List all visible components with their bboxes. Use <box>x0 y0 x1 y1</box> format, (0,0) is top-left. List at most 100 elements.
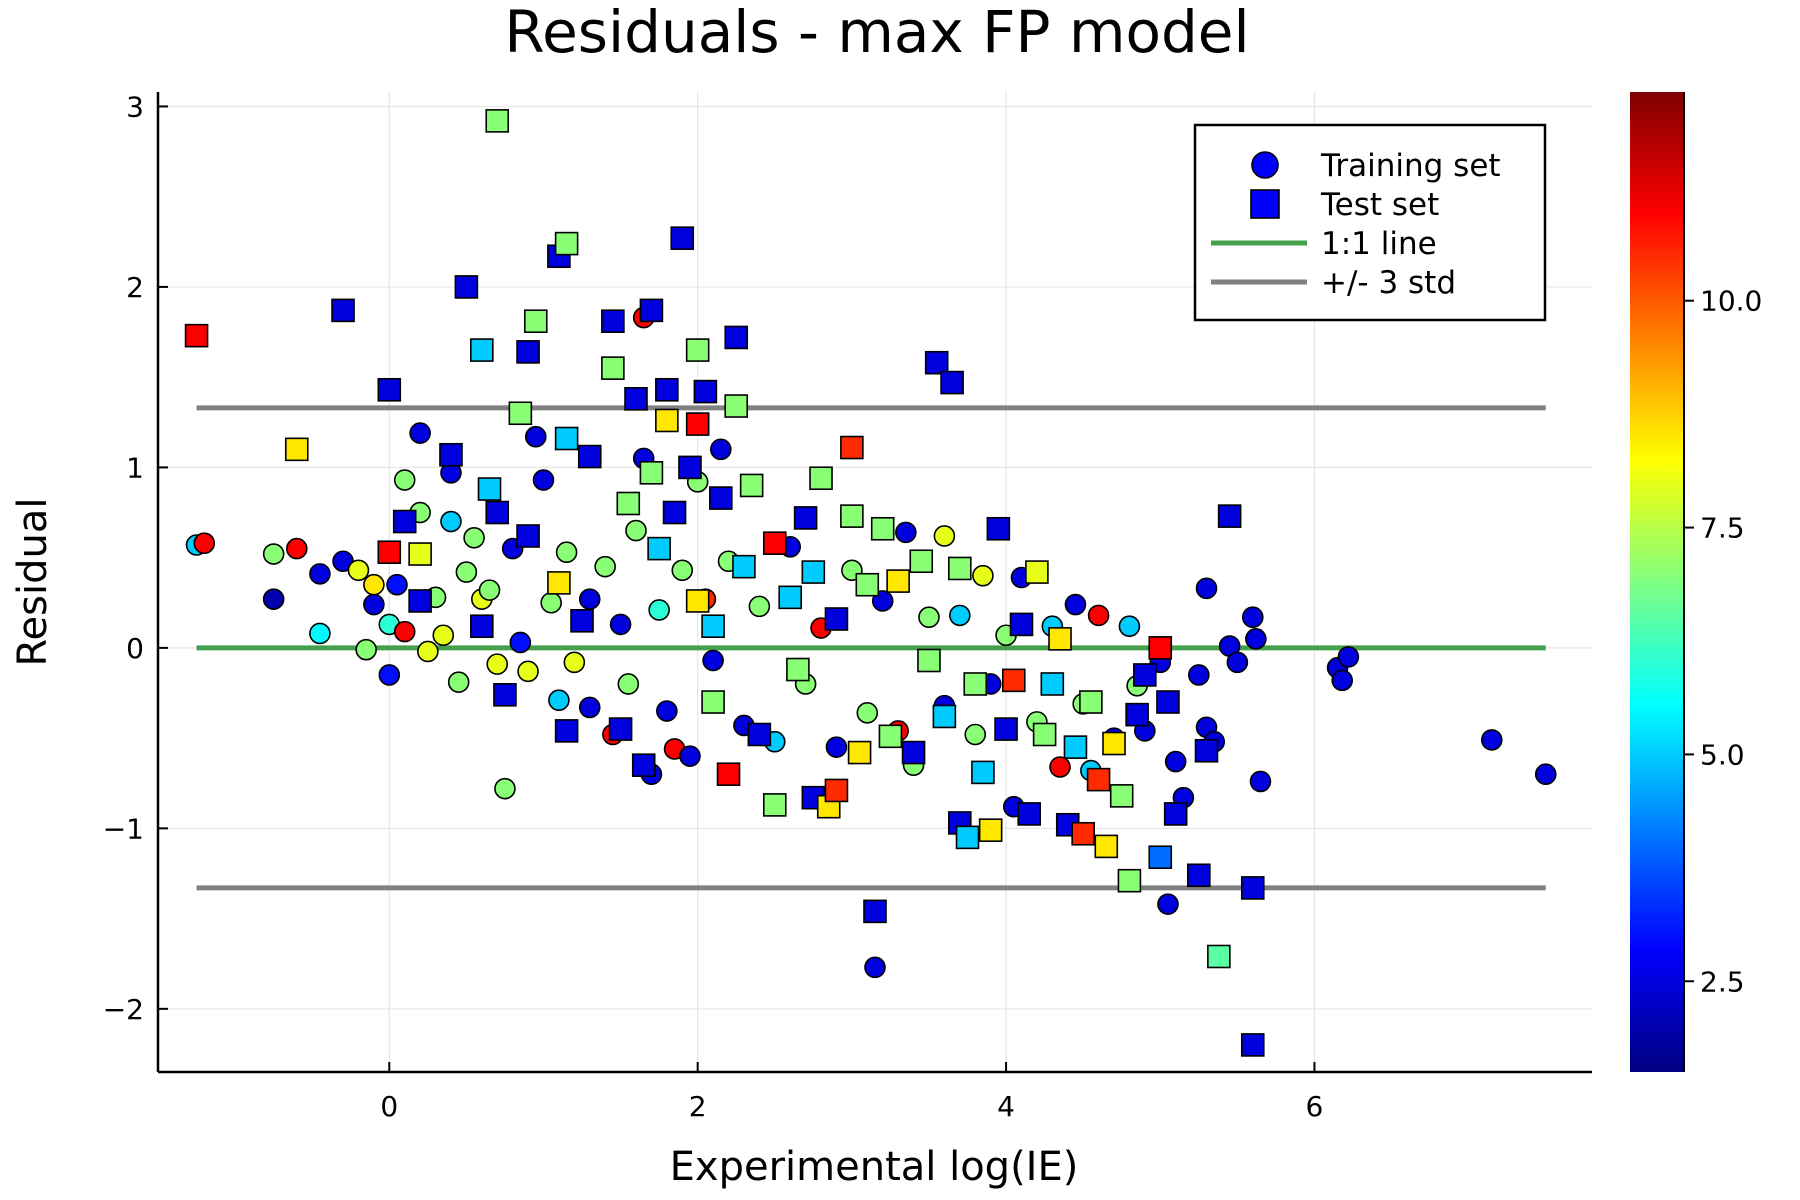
test-point <box>616 491 641 516</box>
training-point <box>918 606 940 628</box>
test-point <box>554 719 579 743</box>
y-tick-label: 2 <box>126 271 144 304</box>
test-point <box>824 607 849 631</box>
test-point <box>724 394 749 418</box>
training-point <box>393 469 416 491</box>
legend-label: Test set <box>1320 187 1439 223</box>
test-point <box>801 560 826 584</box>
colorbar-tick-label: 2.5 <box>1700 965 1745 998</box>
training-point <box>1249 770 1272 793</box>
test-point <box>184 323 209 348</box>
test-point <box>485 500 510 525</box>
test-point <box>786 657 810 682</box>
training-point <box>548 689 570 712</box>
test-point <box>408 542 432 566</box>
test-point <box>1040 672 1065 696</box>
training-point <box>1331 669 1354 692</box>
test-point <box>924 350 949 375</box>
y-tick-label: 0 <box>126 632 144 665</box>
test-point <box>1079 690 1103 714</box>
test-point <box>901 740 926 765</box>
test-point <box>1240 876 1265 900</box>
test-point <box>685 338 710 362</box>
training-point <box>864 956 886 979</box>
test-point <box>1117 868 1142 893</box>
test-point <box>639 298 664 323</box>
test-point <box>477 477 502 501</box>
test-point <box>978 818 1003 842</box>
test-point <box>601 356 625 380</box>
training-point <box>1118 615 1141 638</box>
test-point <box>685 412 710 436</box>
training-point <box>478 579 501 601</box>
training-point <box>594 555 616 578</box>
test-point <box>408 589 432 613</box>
x-tick-label: 2 <box>689 1090 707 1123</box>
test-point <box>747 722 772 747</box>
test-point <box>701 690 725 714</box>
test-point <box>1163 802 1188 826</box>
training-point <box>494 777 516 800</box>
test-point <box>1009 612 1034 637</box>
test-point <box>639 461 664 485</box>
y-tick-label: −1 <box>103 812 144 845</box>
training-point <box>1195 577 1218 600</box>
test-point <box>793 506 818 530</box>
test-point <box>716 762 741 787</box>
training-point <box>949 604 971 627</box>
training-point <box>509 631 532 654</box>
training-point <box>1245 628 1267 650</box>
test-point <box>377 377 402 402</box>
test-point <box>762 793 787 817</box>
test-point <box>516 340 540 364</box>
training-point <box>578 588 601 610</box>
test-point <box>1194 738 1219 763</box>
test-point <box>577 444 602 469</box>
legend-square-swatch <box>1250 189 1280 219</box>
training-point <box>702 649 724 672</box>
test-point <box>909 549 934 574</box>
test-point <box>886 569 910 593</box>
training-point <box>710 438 732 461</box>
training-point <box>393 620 416 643</box>
training-point <box>895 521 917 544</box>
training-point <box>532 469 555 491</box>
legend-label: 1:1 line <box>1321 226 1437 262</box>
test-point <box>878 724 903 749</box>
training-point <box>555 541 578 564</box>
training-point <box>1188 664 1210 686</box>
test-point <box>1187 863 1211 888</box>
test-point <box>1048 627 1072 651</box>
training-point <box>347 559 370 582</box>
test-point <box>655 377 679 402</box>
test-point <box>948 556 972 581</box>
training-point <box>1049 756 1071 778</box>
test-point <box>1207 944 1231 969</box>
test-point <box>955 825 980 850</box>
test-point <box>331 298 355 323</box>
test-point <box>1109 784 1134 808</box>
training-point <box>1226 651 1249 674</box>
training-point <box>447 671 470 693</box>
chart-title: Residuals - max FP model <box>504 0 1249 66</box>
training-point <box>262 588 285 610</box>
test-point <box>647 536 671 561</box>
training-point <box>486 653 509 675</box>
training-point <box>679 745 701 767</box>
test-point <box>940 370 964 395</box>
training-point <box>656 700 678 722</box>
test-point <box>762 531 787 555</box>
colorbar: 2.5 5.0 7.5 10.0 <box>1630 92 1762 1072</box>
test-point <box>685 589 710 613</box>
test-point <box>932 704 957 729</box>
test-point <box>994 717 1018 741</box>
training-point <box>609 613 632 636</box>
test-point <box>1017 802 1041 826</box>
data-points <box>184 109 1557 1057</box>
test-point <box>709 486 733 510</box>
legend-label: Training set <box>1320 148 1501 184</box>
training-point <box>1534 763 1557 786</box>
colorbar-tick-label: 7.5 <box>1700 512 1745 545</box>
